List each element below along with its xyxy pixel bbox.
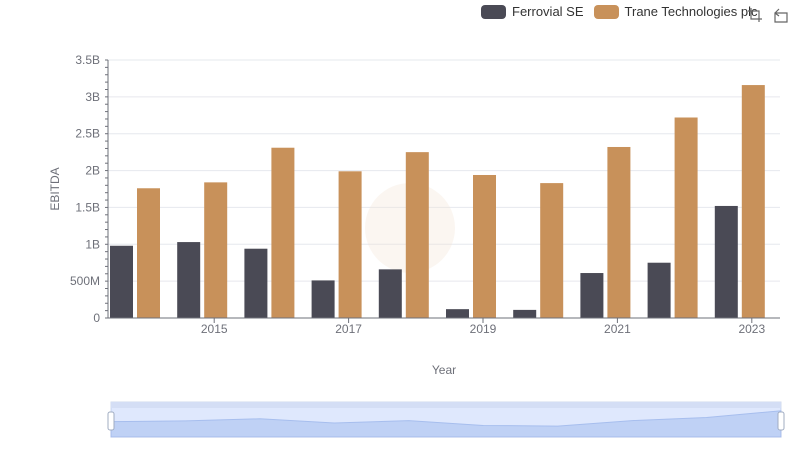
bar-trane-2023 <box>741 85 765 318</box>
x-tick-label: 2015 <box>201 322 228 336</box>
legend-item-ferrovial[interactable]: Ferrovial SE <box>481 4 584 19</box>
y-tick-label: 2B <box>85 164 100 178</box>
bar-trane-2021 <box>607 146 631 318</box>
bar-ferrovial-2017 <box>311 280 335 318</box>
bar-ferrovial-2015 <box>177 242 201 318</box>
x-tick-label: 2023 <box>738 322 765 336</box>
bar-ferrovial-2021 <box>580 273 604 318</box>
chart-legend: Ferrovial SE Trane Technologies plc <box>481 4 768 19</box>
y-axis-title: EBITDA <box>48 167 62 210</box>
bar-ferrovial-2020 <box>513 309 537 318</box>
chart-toolbox <box>747 7 789 23</box>
bar-trane-2018 <box>405 152 429 318</box>
x-tick-label: 2019 <box>470 322 497 336</box>
bar-trane-2022 <box>674 117 698 318</box>
y-tick-label: 1B <box>85 237 100 251</box>
data-zoom-slider <box>107 401 785 438</box>
bars-group <box>110 85 765 318</box>
bar-ferrovial-2022 <box>647 262 671 318</box>
bar-ferrovial-2016 <box>244 248 268 318</box>
legend-swatch-ferrovial <box>481 4 506 19</box>
y-tick-label: 2.5B <box>75 127 100 141</box>
bar-ferrovial-2014 <box>110 245 133 318</box>
bar-ferrovial-2018 <box>378 269 402 318</box>
x-axis-title: Year <box>432 363 456 377</box>
bar-trane-2020 <box>540 183 564 318</box>
axes-group: 0 500M 1B 1.5B 2B 2.5B 3B 3.5B 2015 2017 2019 2021 2… <box>48 53 780 377</box>
zoom-icon[interactable] <box>747 7 763 23</box>
bar-trane-2019 <box>473 174 496 318</box>
x-tick-label: 2021 <box>604 322 631 336</box>
bar-trane-2015 <box>204 182 228 318</box>
y-tick-label: 0 <box>93 311 100 325</box>
y-tick-label: 500M <box>70 274 100 288</box>
bar-trane-2014 <box>137 188 160 318</box>
bar-ferrovial-2019 <box>446 309 469 318</box>
data-zoom-handle-right[interactable] <box>777 411 785 431</box>
y-tick-label: 1.5B <box>75 200 100 214</box>
data-zoom-preview <box>110 410 782 438</box>
bar-trane-2016 <box>271 147 295 318</box>
bar-trane-2017 <box>338 171 362 318</box>
legend-label-trane: Trane Technologies plc <box>624 4 758 19</box>
legend-swatch-trane <box>593 4 619 19</box>
legend-item-trane[interactable]: Trane Technologies plc <box>593 4 758 19</box>
data-zoom-handle-left[interactable] <box>107 411 115 431</box>
y-tick-label: 3.5B <box>75 53 100 67</box>
bar-ferrovial-2023 <box>714 205 738 318</box>
restore-icon[interactable] <box>773 7 789 23</box>
legend-label-ferrovial: Ferrovial SE <box>512 4 584 19</box>
x-tick-label: 2017 <box>335 322 362 336</box>
y-tick-label: 3B <box>85 90 100 104</box>
data-zoom-move-bar <box>111 402 781 408</box>
